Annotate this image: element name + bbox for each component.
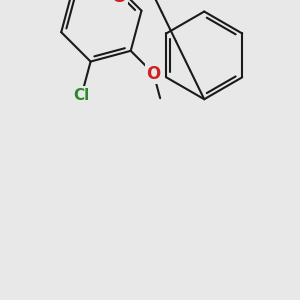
Text: Cl: Cl bbox=[74, 88, 90, 103]
Text: O: O bbox=[146, 65, 161, 83]
Text: O: O bbox=[111, 0, 126, 6]
